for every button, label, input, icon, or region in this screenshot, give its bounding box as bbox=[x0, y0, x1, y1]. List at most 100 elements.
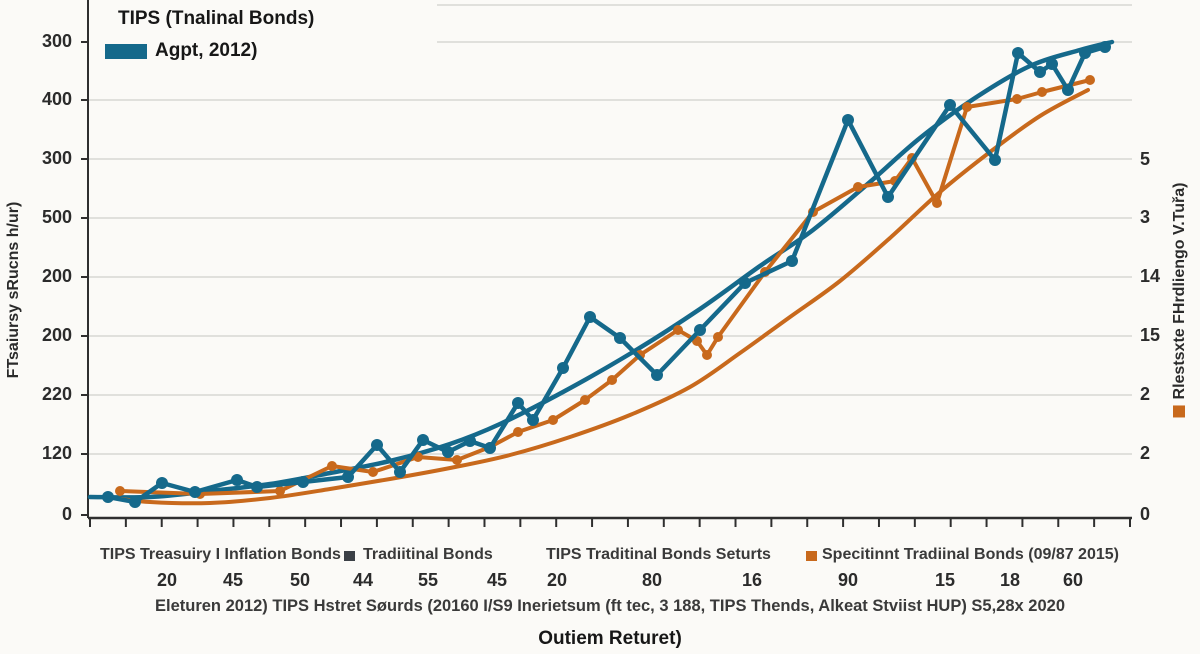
data-point-teal-with-markers bbox=[1079, 47, 1091, 59]
data-point-orange-with-markers bbox=[673, 325, 683, 335]
bottom-legend-label: Specitinnt Tradiinal Bonds (09/87 2015) bbox=[822, 546, 1119, 563]
data-point-teal-with-markers bbox=[484, 442, 496, 454]
data-point-teal-with-markers bbox=[1062, 84, 1074, 96]
data-point-teal-with-markers bbox=[371, 439, 383, 451]
left-tick-label: 200 bbox=[41, 325, 72, 345]
data-point-orange-with-markers bbox=[513, 427, 523, 437]
data-point-teal-with-markers bbox=[786, 255, 798, 267]
data-point-teal-with-markers bbox=[989, 154, 1001, 166]
left-tick-label: 0 bbox=[61, 504, 72, 524]
data-point-orange-with-markers bbox=[580, 395, 590, 405]
data-point-teal-with-markers bbox=[156, 477, 168, 489]
x-tick-label: 50 bbox=[289, 570, 311, 590]
data-point-teal-with-markers bbox=[394, 466, 406, 478]
x-tick-label: 15 bbox=[934, 570, 956, 590]
x-tick-label: 16 bbox=[741, 570, 763, 590]
legend-swatch-teal bbox=[105, 44, 147, 59]
left-tick-label: 300 bbox=[41, 148, 72, 168]
x-tick-label: 80 bbox=[641, 570, 663, 590]
bottom-legend-swatch-icon bbox=[344, 551, 355, 561]
right-axis-orange-swatch-icon bbox=[1173, 405, 1185, 418]
data-point-teal-with-markers bbox=[882, 191, 894, 203]
data-point-teal-with-markers bbox=[512, 397, 524, 409]
legend-top-label: Agpt, 2012) bbox=[155, 40, 258, 61]
data-point-orange-with-markers bbox=[962, 102, 972, 112]
data-point-teal-with-markers bbox=[614, 332, 626, 344]
x-axis-title: Outiem Returet) bbox=[538, 628, 682, 649]
right-tick-label: 14 bbox=[1140, 266, 1161, 286]
x-tick-label: 18 bbox=[999, 570, 1021, 590]
right-tick-label: 2 bbox=[1140, 384, 1151, 404]
data-point-teal-with-markers bbox=[527, 414, 539, 426]
data-point-teal-with-markers bbox=[442, 446, 454, 458]
data-point-teal-with-markers bbox=[231, 474, 243, 486]
bottom-legend-label: TIPS Treasuiry I Inflation Bonds bbox=[100, 546, 341, 563]
data-point-teal-with-markers bbox=[739, 277, 751, 289]
data-point-orange-with-markers bbox=[275, 486, 285, 496]
series-line-teal-with-markers bbox=[105, 44, 1108, 505]
data-point-teal-with-markers bbox=[342, 471, 354, 483]
right-tick-label: 3 bbox=[1140, 207, 1151, 227]
data-point-teal-with-markers bbox=[842, 114, 854, 126]
x-tick-label: 20 bbox=[156, 570, 178, 590]
x-tick-label: 55 bbox=[417, 570, 439, 590]
data-point-orange-with-markers bbox=[115, 486, 125, 496]
data-point-teal-with-markers bbox=[651, 369, 663, 381]
x-tick-label: 60 bbox=[1062, 570, 1084, 590]
chart-title: TIPS (Tnalinal Bonds) bbox=[118, 8, 315, 29]
right-tick-label: 15 bbox=[1140, 325, 1161, 345]
data-point-orange-with-markers bbox=[1037, 87, 1047, 97]
data-point-teal-with-markers bbox=[464, 435, 476, 447]
left-tick-label: 120 bbox=[41, 443, 72, 463]
data-point-teal-with-markers bbox=[189, 486, 201, 498]
left-tick-label: 400 bbox=[41, 89, 72, 109]
bottom-legend-label: TIPS Traditinal Bonds Seturts bbox=[546, 546, 771, 563]
data-point-orange-with-markers bbox=[932, 198, 942, 208]
data-point-orange-with-markers bbox=[1012, 94, 1022, 104]
data-point-teal-with-markers bbox=[1046, 58, 1058, 70]
data-point-teal-with-markers bbox=[1034, 66, 1046, 78]
right-tick-label: 2 bbox=[1140, 443, 1151, 463]
data-point-teal-with-markers bbox=[417, 434, 429, 446]
bottom-legend-label: Tradiitinal Bonds bbox=[363, 546, 493, 563]
data-point-teal-with-markers bbox=[297, 476, 309, 488]
chart-caption: Eleturen 2012) TIPS Hstret Søurds (20160… bbox=[155, 597, 1065, 615]
x-tick-label: 45 bbox=[486, 570, 508, 590]
data-point-orange-with-markers bbox=[607, 375, 617, 385]
left-axis-title-text: FTsaiursy sRucns h/ur) bbox=[5, 201, 22, 379]
right-tick-label: 5 bbox=[1140, 149, 1151, 169]
data-point-teal-with-markers bbox=[102, 491, 114, 503]
data-point-orange-with-markers bbox=[853, 182, 863, 192]
data-point-orange-with-markers bbox=[548, 415, 558, 425]
series-line-orange-smooth-trend bbox=[103, 88, 1090, 506]
data-point-orange-with-markers bbox=[702, 350, 712, 360]
data-point-teal-with-markers bbox=[251, 481, 263, 493]
data-point-teal-with-markers bbox=[1099, 41, 1111, 53]
data-point-orange-with-markers bbox=[713, 332, 723, 342]
left-axis-title: FTsaiursy sRucns h/ur) bbox=[5, 202, 23, 379]
right-tick-label: 0 bbox=[1140, 504, 1151, 524]
left-tick-label: 300 bbox=[41, 31, 72, 51]
series-line-orange-with-markers bbox=[118, 78, 1092, 496]
data-point-teal-with-markers bbox=[944, 99, 956, 111]
data-point-orange-with-markers bbox=[1085, 75, 1095, 85]
x-tick-label: 20 bbox=[546, 570, 568, 590]
data-point-teal-with-markers bbox=[557, 362, 569, 374]
legend-background bbox=[89, 0, 437, 66]
data-point-teal-with-markers bbox=[1012, 47, 1024, 59]
data-point-teal-with-markers bbox=[129, 496, 141, 508]
bottom-legend-swatch-icon bbox=[806, 551, 817, 561]
left-tick-label: 500 bbox=[41, 207, 72, 227]
left-tick-label: 220 bbox=[41, 384, 72, 404]
left-tick-label: 200 bbox=[41, 266, 72, 286]
data-point-teal-with-markers bbox=[694, 324, 706, 336]
data-point-orange-with-markers bbox=[368, 467, 378, 477]
series-line-teal-smooth-trend bbox=[87, 39, 1115, 500]
data-point-orange-with-markers bbox=[452, 455, 462, 465]
data-point-orange-with-markers bbox=[327, 461, 337, 471]
x-tick-label: 45 bbox=[222, 570, 244, 590]
x-tick-label: 90 bbox=[837, 570, 859, 590]
data-point-orange-with-markers bbox=[413, 452, 423, 462]
x-tick-label: 44 bbox=[352, 570, 374, 590]
